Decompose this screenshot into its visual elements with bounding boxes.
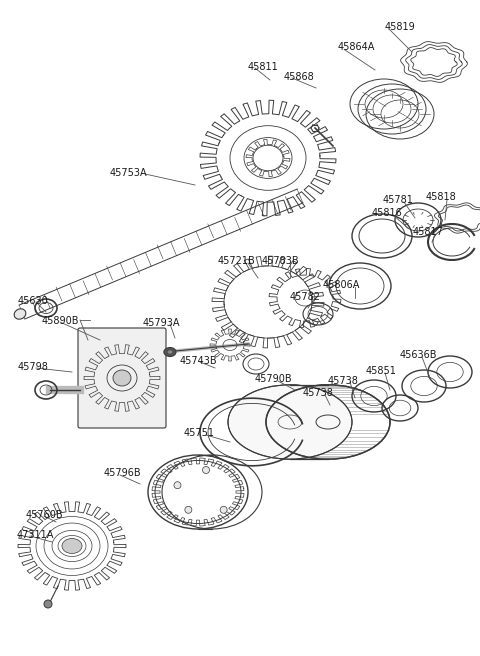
Ellipse shape (228, 385, 352, 459)
Text: 45819: 45819 (385, 22, 416, 32)
Text: 45751: 45751 (184, 428, 215, 438)
Text: 45783B: 45783B (262, 256, 300, 266)
Text: 45890B: 45890B (42, 316, 80, 326)
Text: 45636B: 45636B (400, 350, 437, 360)
Circle shape (44, 600, 52, 608)
Text: 45818: 45818 (426, 192, 457, 202)
Text: 45721B: 45721B (218, 256, 256, 266)
Text: 45760B: 45760B (26, 510, 64, 520)
Ellipse shape (113, 370, 131, 386)
Circle shape (185, 506, 192, 513)
Text: 45753A: 45753A (110, 168, 148, 178)
Text: 45811: 45811 (248, 62, 279, 72)
Text: 45806A: 45806A (323, 280, 360, 290)
Text: 45851: 45851 (366, 366, 397, 376)
Circle shape (220, 506, 227, 513)
Text: 45743B: 45743B (180, 356, 217, 366)
FancyBboxPatch shape (78, 328, 166, 428)
Text: 45630: 45630 (18, 296, 49, 306)
Text: 45817: 45817 (413, 227, 444, 237)
Text: 45798: 45798 (18, 362, 49, 372)
Circle shape (174, 482, 181, 489)
Ellipse shape (167, 350, 173, 354)
Text: 45868: 45868 (284, 72, 315, 82)
Text: 45738: 45738 (328, 376, 359, 386)
Text: 45864A: 45864A (338, 42, 375, 52)
Text: 45781: 45781 (383, 195, 414, 205)
Text: 45738: 45738 (303, 388, 334, 398)
Text: 45782: 45782 (290, 292, 321, 302)
Ellipse shape (164, 348, 176, 356)
Text: 45796B: 45796B (104, 468, 142, 478)
Circle shape (203, 466, 209, 474)
Text: 45793A: 45793A (143, 318, 180, 328)
Ellipse shape (14, 309, 26, 319)
Text: 45790B: 45790B (255, 374, 293, 384)
Text: 47311A: 47311A (17, 530, 54, 540)
Ellipse shape (62, 539, 82, 554)
Text: 45816: 45816 (372, 208, 403, 218)
